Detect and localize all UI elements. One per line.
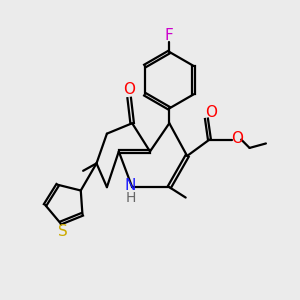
- Text: S: S: [58, 224, 68, 239]
- Text: O: O: [205, 105, 217, 120]
- Text: N: N: [125, 178, 136, 193]
- Text: O: O: [123, 82, 135, 97]
- Text: H: H: [125, 190, 136, 205]
- Text: F: F: [165, 28, 174, 43]
- Text: O: O: [231, 130, 243, 146]
